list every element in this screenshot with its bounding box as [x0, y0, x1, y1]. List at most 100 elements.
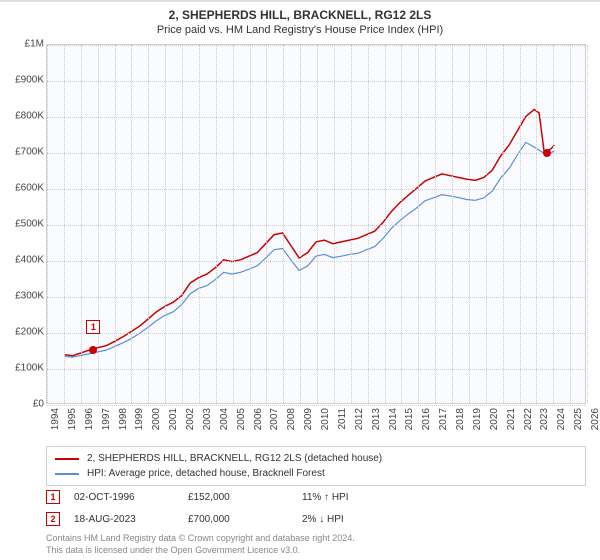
y-tick-label: £800K	[4, 111, 44, 122]
annotation-delta-0: 11% ↑ HPI	[302, 492, 402, 503]
y-tick-label: £0	[4, 399, 44, 410]
gridline-v	[199, 45, 200, 403]
y-tick-label: £500K	[4, 219, 44, 230]
x-tick-label: 2012	[354, 408, 365, 430]
annotation-row-0: 1 02-OCT-1996 £152,000 11% ↑ HPI	[46, 490, 586, 504]
gridline-h	[47, 225, 585, 226]
gridline-v	[98, 45, 99, 403]
x-tick-label: 2015	[404, 408, 415, 430]
gridline-v	[182, 45, 183, 403]
annotation-row-1: 2 18-AUG-2023 £700,000 2% ↓ HPI	[46, 512, 586, 526]
annotation-delta-1: 2% ↓ HPI	[302, 514, 402, 525]
x-tick-label: 1994	[50, 408, 61, 430]
x-tick-label: 2006	[253, 408, 264, 430]
gridline-v	[300, 45, 301, 403]
chart-title-line1: 2, SHEPHERDS HILL, BRACKNELL, RG12 2LS	[0, 2, 600, 22]
annotation-price-1: £700,000	[188, 514, 288, 525]
x-tick-label: 1997	[101, 408, 112, 430]
gridline-v	[317, 45, 318, 403]
x-tick-label: 2023	[539, 408, 550, 430]
y-tick-label: £900K	[4, 75, 44, 86]
y-tick-label: £200K	[4, 327, 44, 338]
gridline-v	[131, 45, 132, 403]
footer-line2: This data is licensed under the Open Gov…	[46, 544, 586, 556]
legend-label-1: HPI: Average price, detached house, Brac…	[87, 466, 325, 481]
gridline-v	[216, 45, 217, 403]
gridline-v	[233, 45, 234, 403]
gridline-v	[469, 45, 470, 403]
x-tick-label: 2004	[219, 408, 230, 430]
gridline-h	[47, 81, 585, 82]
y-tick-label: £300K	[4, 291, 44, 302]
x-tick-label: 1996	[84, 408, 95, 430]
y-tick-label: £100K	[4, 363, 44, 374]
x-tick-label: 2019	[472, 408, 483, 430]
x-tick-label: 2000	[151, 408, 162, 430]
x-tick-label: 2002	[185, 408, 196, 430]
gridline-v	[401, 45, 402, 403]
annotation-marker-1: 2	[46, 512, 60, 526]
x-tick-label: 2011	[337, 408, 348, 430]
footer: Contains HM Land Registry data © Crown c…	[46, 532, 586, 556]
gridline-v	[64, 45, 65, 403]
x-tick-label: 2016	[421, 408, 432, 430]
gridline-h	[47, 297, 585, 298]
legend-row-0: 2, SHEPHERDS HILL, BRACKNELL, RG12 2LS (…	[55, 451, 577, 466]
gridline-v	[452, 45, 453, 403]
x-tick-label: 2008	[286, 408, 297, 430]
legend-label-0: 2, SHEPHERDS HILL, BRACKNELL, RG12 2LS (…	[87, 451, 382, 466]
x-tick-label: 2013	[371, 408, 382, 430]
x-tick-label: 1995	[67, 408, 78, 430]
x-tick-label: 1998	[118, 408, 129, 430]
gridline-h	[47, 369, 585, 370]
gridline-v	[81, 45, 82, 403]
x-tick-label: 2003	[202, 408, 213, 430]
annotation-date-0: 02-OCT-1996	[74, 492, 174, 503]
x-tick-label: 2020	[489, 408, 500, 430]
gridline-v	[553, 45, 554, 403]
legend-box: 2, SHEPHERDS HILL, BRACKNELL, RG12 2LS (…	[46, 446, 586, 486]
gridline-v	[266, 45, 267, 403]
chart-container: 2, SHEPHERDS HILL, BRACKNELL, RG12 2LS P…	[0, 0, 600, 560]
gridline-v	[115, 45, 116, 403]
y-tick-label: £600K	[4, 183, 44, 194]
gridline-v	[435, 45, 436, 403]
gridline-v	[520, 45, 521, 403]
chart-plot-area: 12	[46, 44, 586, 404]
gridline-h	[47, 117, 585, 118]
gridline-v	[368, 45, 369, 403]
x-tick-label: 2021	[506, 408, 517, 430]
y-tick-label: £400K	[4, 255, 44, 266]
gridline-h	[47, 189, 585, 190]
x-tick-label: 2024	[556, 408, 567, 430]
x-tick-label: 2014	[388, 408, 399, 430]
annotation-marker-0: 1	[46, 490, 60, 504]
gridline-v	[587, 45, 588, 403]
gridline-v	[165, 45, 166, 403]
legend-swatch-0	[55, 458, 79, 460]
x-tick-label: 2007	[269, 408, 280, 430]
gridline-v	[334, 45, 335, 403]
series-line	[64, 109, 554, 355]
gridline-h	[47, 333, 585, 334]
price-marker-box: 1	[86, 320, 100, 334]
x-tick-label: 2026	[590, 408, 600, 430]
chart-title-line2: Price paid vs. HM Land Registry's House …	[0, 22, 600, 40]
gridline-v	[148, 45, 149, 403]
x-tick-label: 2005	[236, 408, 247, 430]
gridline-h	[47, 45, 585, 46]
x-tick-label: 2009	[303, 408, 314, 430]
y-tick-label: £700K	[4, 147, 44, 158]
gridline-h	[47, 153, 585, 154]
gridline-v	[351, 45, 352, 403]
gridline-v	[503, 45, 504, 403]
x-tick-label: 2001	[168, 408, 179, 430]
gridline-v	[283, 45, 284, 403]
price-marker-dot	[89, 346, 97, 354]
legend-row-1: HPI: Average price, detached house, Brac…	[55, 466, 577, 481]
legend-swatch-1	[55, 473, 79, 475]
gridline-v	[486, 45, 487, 403]
gridline-h	[47, 405, 585, 406]
footer-line1: Contains HM Land Registry data © Crown c…	[46, 532, 586, 544]
x-tick-label: 1999	[134, 408, 145, 430]
